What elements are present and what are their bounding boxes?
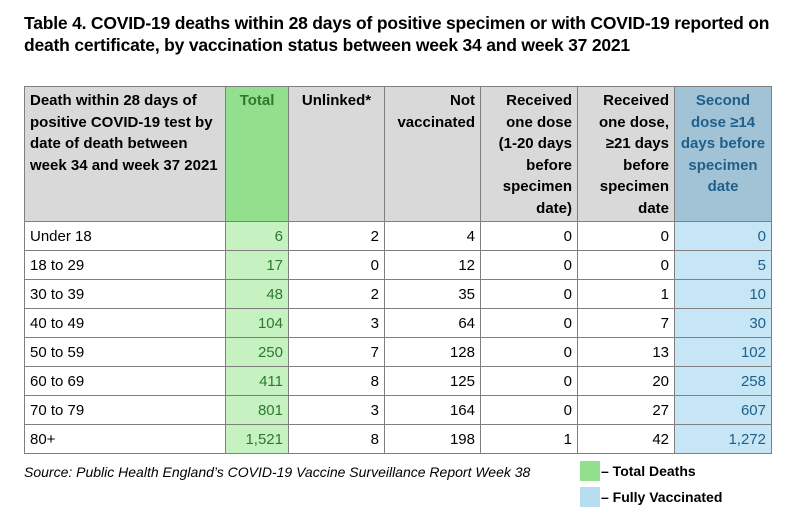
table-title: Table 4. COVID-19 deaths within 28 days … xyxy=(24,13,770,55)
one-dose-late-cell: 27 xyxy=(577,395,675,425)
one-dose-late-cell: 0 xyxy=(577,250,675,280)
unlinked-cell: 7 xyxy=(288,337,385,367)
one-dose-early-cell: 0 xyxy=(480,250,578,280)
one-dose-late-cell: 13 xyxy=(577,337,675,367)
unlinked-cell: 2 xyxy=(288,221,385,251)
age-cell: 80+ xyxy=(24,424,226,454)
one-dose-early-cell: 0 xyxy=(480,308,578,338)
unlinked-cell: 3 xyxy=(288,308,385,338)
one-dose-early-cell: 0 xyxy=(480,395,578,425)
header-second-dose: Second dose ≥14 days before specimen dat… xyxy=(674,86,772,222)
unlinked-cell: 2 xyxy=(288,279,385,309)
total-cell: 6 xyxy=(225,221,289,251)
one-dose-late-cell: 7 xyxy=(577,308,675,338)
unlinked-cell: 0 xyxy=(288,250,385,280)
not-vaccinated-cell: 64 xyxy=(384,308,481,338)
age-cell: 60 to 69 xyxy=(24,366,226,396)
one-dose-early-cell: 0 xyxy=(480,337,578,367)
not-vaccinated-cell: 128 xyxy=(384,337,481,367)
legend-total-deaths: – Total Deaths xyxy=(580,461,696,481)
total-cell: 1,521 xyxy=(225,424,289,454)
table-row: 70 to 79 801 3 164 0 27 607 xyxy=(24,395,772,425)
table-row: 40 to 49 104 3 64 0 7 30 xyxy=(24,308,772,338)
table-row: 80+ 1,521 8 198 1 42 1,272 xyxy=(24,424,772,454)
not-vaccinated-cell: 4 xyxy=(384,221,481,251)
second-dose-cell: 258 xyxy=(674,366,772,396)
not-vaccinated-cell: 35 xyxy=(384,279,481,309)
total-cell: 48 xyxy=(225,279,289,309)
total-cell: 411 xyxy=(225,366,289,396)
age-cell: 40 to 49 xyxy=(24,308,226,338)
total-cell: 801 xyxy=(225,395,289,425)
one-dose-early-cell: 0 xyxy=(480,366,578,396)
table-row: 18 to 29 17 0 12 0 0 5 xyxy=(24,250,772,280)
age-cell: 18 to 29 xyxy=(24,250,226,280)
header-one-dose-early: Received one dose (1-20 days before spec… xyxy=(480,86,578,222)
total-cell: 104 xyxy=(225,308,289,338)
not-vaccinated-cell: 164 xyxy=(384,395,481,425)
age-cell: 70 to 79 xyxy=(24,395,226,425)
total-deaths-swatch xyxy=(580,461,600,481)
unlinked-cell: 3 xyxy=(288,395,385,425)
legend-total-deaths-label: – Total Deaths xyxy=(601,463,696,479)
fully-vaccinated-swatch xyxy=(580,487,600,507)
one-dose-early-cell: 0 xyxy=(480,221,578,251)
header-not-vaccinated: Not vaccinated xyxy=(384,86,481,222)
second-dose-cell: 0 xyxy=(674,221,772,251)
age-cell: Under 18 xyxy=(24,221,226,251)
second-dose-cell: 30 xyxy=(674,308,772,338)
second-dose-cell: 10 xyxy=(674,279,772,309)
second-dose-cell: 1,272 xyxy=(674,424,772,454)
total-cell: 250 xyxy=(225,337,289,367)
legend-fully-vaccinated: – Fully Vaccinated xyxy=(580,487,722,507)
unlinked-cell: 8 xyxy=(288,424,385,454)
table-row: 30 to 39 48 2 35 0 1 10 xyxy=(24,279,772,309)
header-row: Death within 28 days of positive COVID-1… xyxy=(24,86,772,222)
not-vaccinated-cell: 198 xyxy=(384,424,481,454)
second-dose-cell: 102 xyxy=(674,337,772,367)
table-row: 50 to 59 250 7 128 0 13 102 xyxy=(24,337,772,367)
second-dose-cell: 607 xyxy=(674,395,772,425)
not-vaccinated-cell: 125 xyxy=(384,366,481,396)
age-cell: 50 to 59 xyxy=(24,337,226,367)
deaths-by-vaccination-table: Death within 28 days of positive COVID-1… xyxy=(24,86,772,454)
one-dose-late-cell: 0 xyxy=(577,221,675,251)
second-dose-cell: 5 xyxy=(674,250,772,280)
header-one-dose-late: Received one dose, ≥21 days before speci… xyxy=(577,86,675,222)
source-note: Source: Public Health England’s COVID-19… xyxy=(24,464,531,480)
table-row: Under 18 6 2 4 0 0 0 xyxy=(24,221,772,251)
header-age: Death within 28 days of positive COVID-1… xyxy=(24,86,226,222)
one-dose-late-cell: 1 xyxy=(577,279,675,309)
one-dose-early-cell: 1 xyxy=(480,424,578,454)
legend-fully-vaccinated-label: – Fully Vaccinated xyxy=(601,489,723,505)
one-dose-late-cell: 42 xyxy=(577,424,675,454)
table-row: 60 to 69 411 8 125 0 20 258 xyxy=(24,366,772,396)
unlinked-cell: 8 xyxy=(288,366,385,396)
header-unlinked: Unlinked* xyxy=(288,86,385,222)
not-vaccinated-cell: 12 xyxy=(384,250,481,280)
age-cell: 30 to 39 xyxy=(24,279,226,309)
one-dose-late-cell: 20 xyxy=(577,366,675,396)
header-total: Total xyxy=(225,86,289,222)
one-dose-early-cell: 0 xyxy=(480,279,578,309)
total-cell: 17 xyxy=(225,250,289,280)
